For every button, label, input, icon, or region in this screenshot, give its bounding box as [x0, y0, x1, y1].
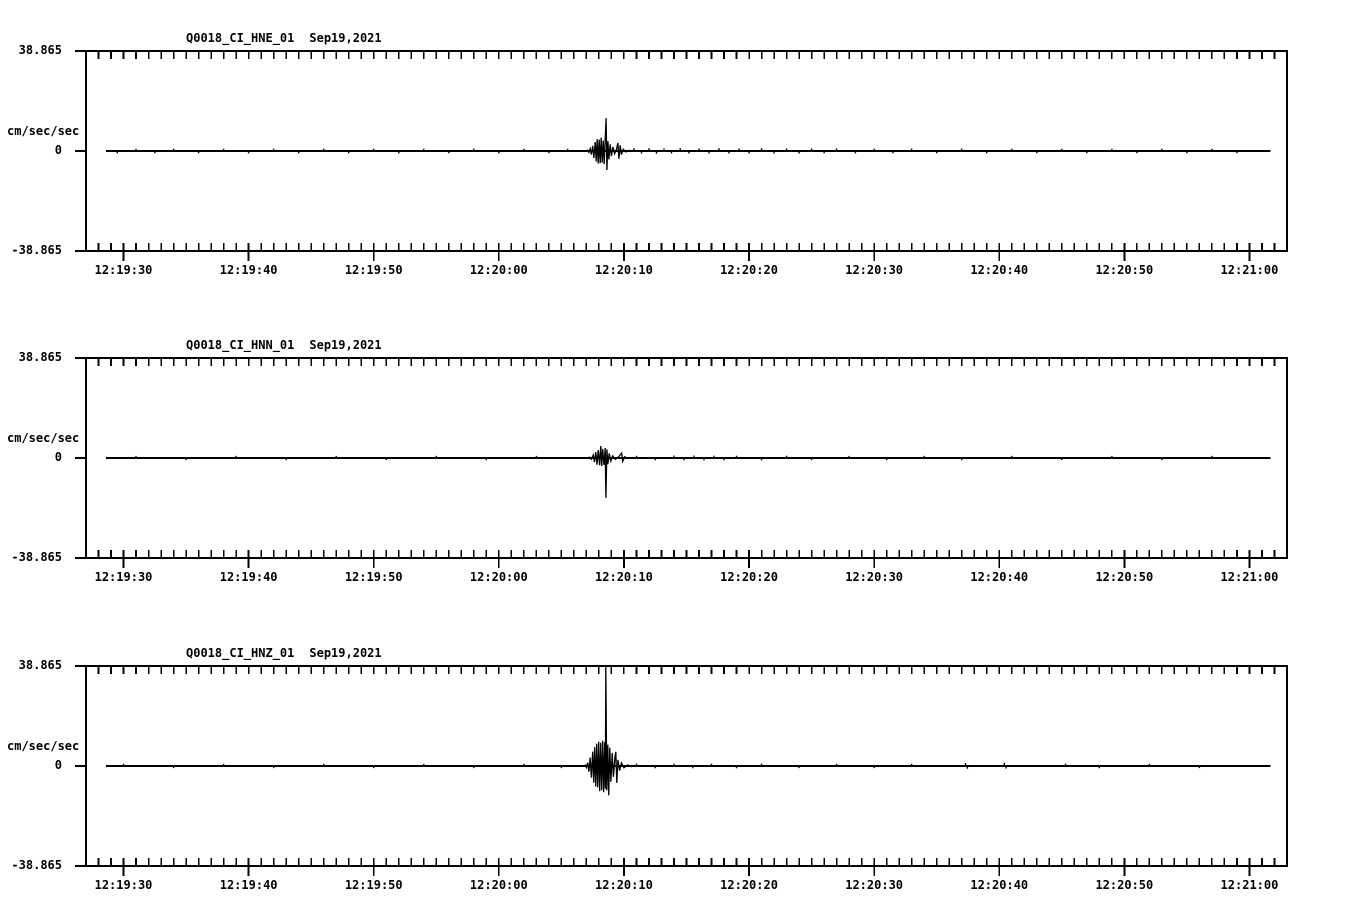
- top-minor-ticks: [97, 52, 1276, 59]
- bottom-minor-ticks: [97, 858, 1276, 865]
- waveform-trace: [586, 118, 631, 171]
- waveform-trace: [588, 445, 629, 498]
- seismogram-panel-1: [75, 50, 1288, 261]
- seismogram-panel-2: [75, 357, 1288, 568]
- bottom-major-ticks: [122, 243, 1251, 261]
- y-axis-ticks: [75, 50, 86, 252]
- seismogram-panel-3: [75, 665, 1288, 876]
- waveform-noise: [116, 148, 1238, 154]
- y-axis-ticks: [75, 665, 86, 867]
- bottom-major-ticks: [122, 858, 1251, 876]
- waveform-trace: [583, 666, 633, 796]
- top-minor-ticks: [97, 667, 1276, 674]
- waveform-noise: [135, 455, 1213, 461]
- waveform-noise: [122, 762, 1201, 769]
- bottom-minor-ticks: [97, 550, 1276, 557]
- top-minor-ticks: [97, 359, 1276, 366]
- bottom-minor-ticks: [97, 243, 1276, 250]
- bottom-major-ticks: [122, 550, 1251, 568]
- y-axis-ticks: [75, 357, 86, 559]
